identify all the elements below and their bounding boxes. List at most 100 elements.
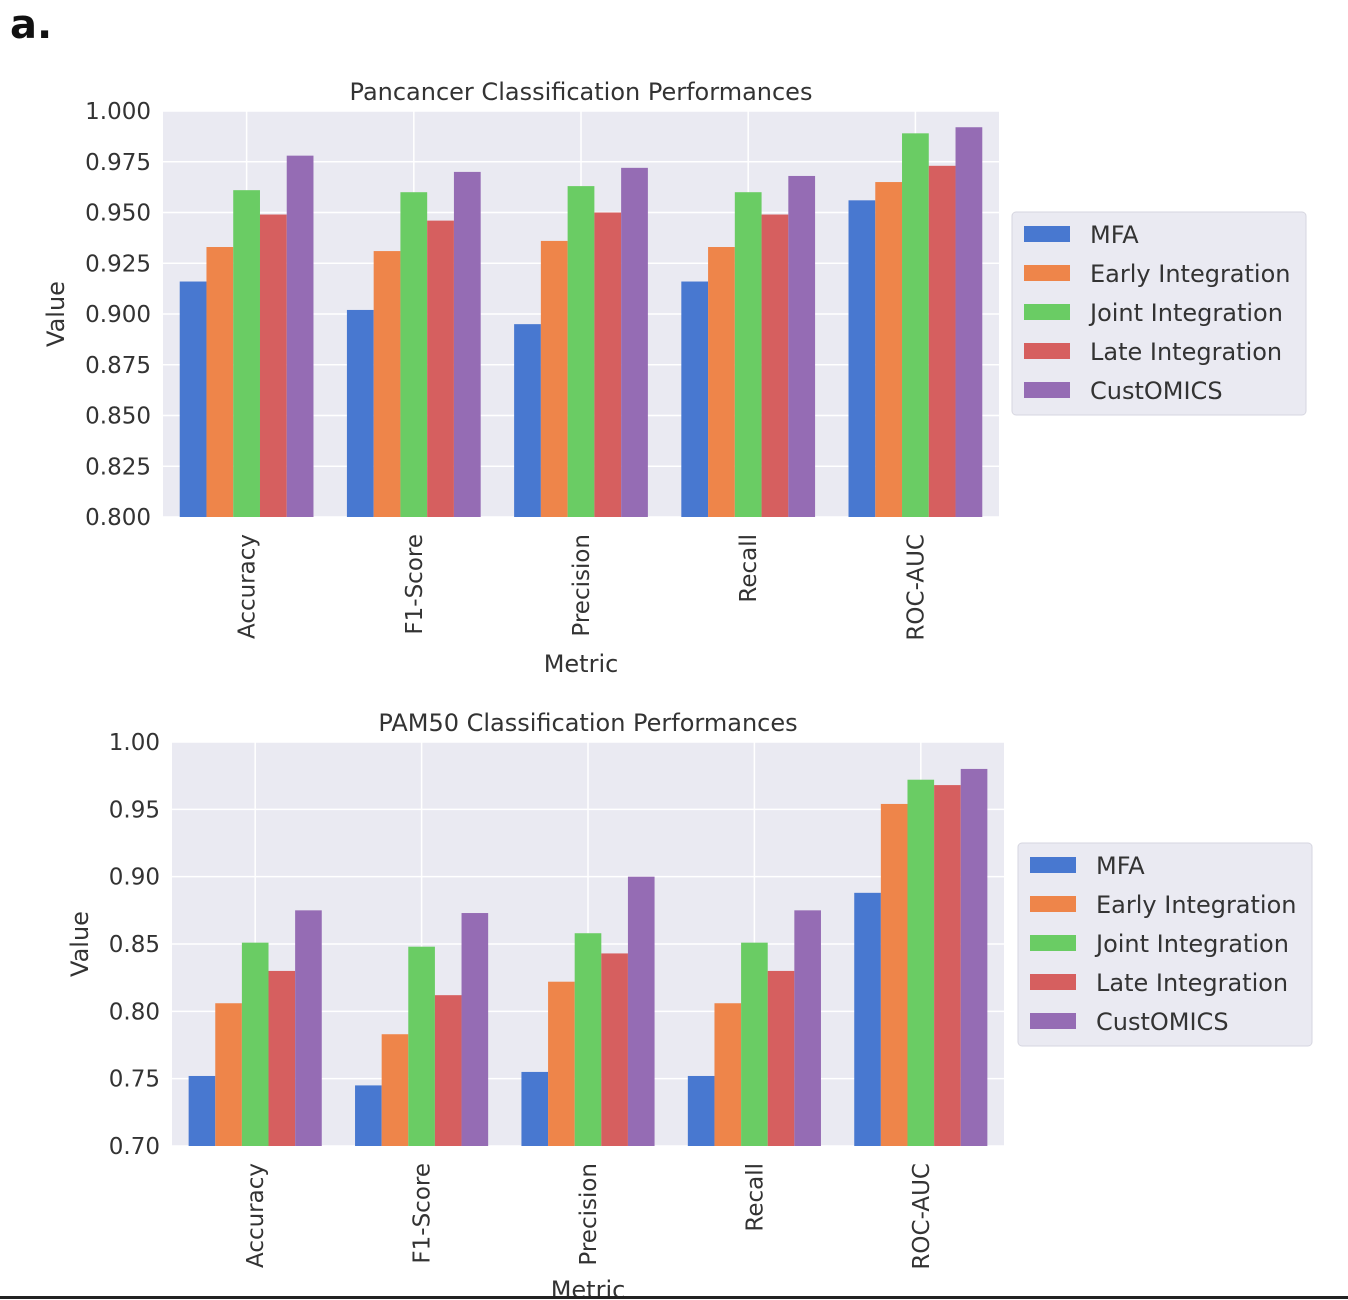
y-axis-label: Value bbox=[66, 911, 94, 977]
y-tick-label: 0.80 bbox=[109, 999, 160, 1025]
legend-label-early-integration: Early Integration bbox=[1090, 260, 1290, 288]
legend-label-late-integration: Late Integration bbox=[1090, 338, 1282, 366]
bar-customics-f1-score bbox=[453, 171, 481, 517]
legend-label-customics: CustOMICS bbox=[1090, 377, 1223, 405]
x-tick-label: F1-Score bbox=[410, 1163, 436, 1264]
legend-label-mfa: MFA bbox=[1090, 221, 1139, 249]
bar-mfa-precision bbox=[521, 1071, 549, 1146]
y-tick-label: 0.85 bbox=[109, 932, 160, 958]
bar-joint-integration-precision bbox=[574, 933, 602, 1146]
y-tick-label: 1.000 bbox=[85, 99, 151, 125]
legend-box bbox=[1011, 211, 1307, 416]
bar-joint-integration-roc-auc bbox=[907, 779, 935, 1146]
legend-label-joint-integration: Joint Integration bbox=[1094, 930, 1289, 958]
bar-customics-recall bbox=[788, 175, 816, 517]
bar-early-integration-f1-score bbox=[381, 1034, 409, 1146]
legend-swatch-mfa bbox=[1024, 226, 1070, 242]
legend: MFA Early Integration Joint Integration Lat… bbox=[1017, 842, 1313, 1047]
bar-mfa-precision bbox=[514, 324, 541, 517]
bar-mfa-recall bbox=[687, 1075, 715, 1146]
y-tick-label: 0.925 bbox=[85, 251, 151, 277]
x-tick-label: ROC-AUC bbox=[903, 534, 929, 641]
bar-customics-precision bbox=[621, 167, 648, 517]
bar-late-integration-recall bbox=[761, 214, 789, 517]
bar-joint-integration-recall bbox=[734, 192, 762, 517]
x-tick-label: Recall bbox=[742, 1163, 768, 1232]
x-tick-label: F1-Score bbox=[402, 534, 428, 635]
bar-late-integration-roc-auc bbox=[934, 785, 961, 1146]
legend-swatch-early-integration bbox=[1030, 896, 1076, 912]
bar-early-integration-precision bbox=[548, 981, 575, 1146]
y-tick-label: 0.975 bbox=[85, 150, 151, 176]
bar-joint-integration-precision bbox=[567, 186, 595, 518]
bar-joint-integration-accuracy bbox=[241, 942, 269, 1146]
x-tick-label: Accuracy bbox=[235, 534, 261, 639]
y-tick-label: 0.95 bbox=[109, 797, 160, 823]
bar-late-integration-f1-score bbox=[427, 220, 454, 517]
bar-late-integration-precision bbox=[594, 212, 622, 517]
bar-customics-precision bbox=[627, 876, 655, 1146]
chart-pancancer: 0.800 0.825 0.850 0.875 0.900 0.925 0.950 0.975… bbox=[42, 78, 1307, 678]
bar-joint-integration-f1-score bbox=[400, 192, 428, 517]
bar-late-integration-precision bbox=[601, 953, 628, 1146]
panel-label: a. bbox=[10, 2, 53, 48]
legend-swatch-customics bbox=[1024, 382, 1070, 398]
bar-mfa-recall bbox=[681, 281, 709, 517]
bar-customics-roc-auc bbox=[960, 768, 988, 1146]
y-axis-label: Value bbox=[42, 281, 70, 347]
bar-joint-integration-recall bbox=[741, 942, 768, 1146]
y-tick-label: 1.00 bbox=[109, 730, 160, 756]
chart-title: PAM50 Classification Performances bbox=[378, 709, 797, 737]
bar-customics-accuracy bbox=[295, 910, 322, 1146]
legend-swatch-late-integration bbox=[1030, 974, 1076, 990]
y-tick-label: 0.850 bbox=[85, 404, 151, 430]
bottom-rule bbox=[0, 1296, 1348, 1299]
bar-mfa-accuracy bbox=[188, 1075, 216, 1146]
bar-late-integration-roc-auc bbox=[928, 165, 956, 517]
bar-customics-roc-auc bbox=[955, 127, 983, 518]
bar-late-integration-accuracy bbox=[268, 970, 296, 1146]
bar-early-integration-accuracy bbox=[206, 247, 234, 517]
x-axis-label: Metric bbox=[544, 650, 619, 678]
bar-joint-integration-accuracy bbox=[233, 190, 260, 518]
bar-early-integration-accuracy bbox=[215, 1003, 242, 1146]
chart-pam50: 0.70 0.75 0.80 0.85 0.90 0.95 1.00 Accuracy F1-S… bbox=[66, 709, 1313, 1300]
bar-customics-recall bbox=[794, 910, 821, 1146]
legend-swatch-joint-integration bbox=[1030, 935, 1076, 951]
legend-swatch-customics bbox=[1030, 1013, 1076, 1029]
bar-early-integration-roc-auc bbox=[880, 803, 908, 1146]
chart-title: Pancancer Classification Performances bbox=[350, 78, 813, 106]
legend-label-joint-integration: Joint Integration bbox=[1088, 299, 1283, 327]
x-tick-label: Accuracy bbox=[243, 1163, 269, 1268]
legend-swatch-joint-integration bbox=[1024, 304, 1070, 320]
x-tick-label: ROC-AUC bbox=[909, 1163, 935, 1270]
bar-mfa-f1-score bbox=[355, 1085, 382, 1146]
bar-early-integration-recall bbox=[714, 1003, 742, 1146]
bar-mfa-f1-score bbox=[346, 309, 374, 517]
legend-label-customics: CustOMICS bbox=[1096, 1008, 1229, 1036]
x-tick-label: Precision bbox=[569, 534, 595, 637]
bar-customics-accuracy bbox=[286, 155, 314, 517]
legend-label-mfa: MFA bbox=[1096, 852, 1145, 880]
legend-label-early-integration: Early Integration bbox=[1096, 891, 1296, 919]
bar-late-integration-recall bbox=[767, 970, 795, 1146]
y-tick-label: 0.900 bbox=[85, 302, 151, 328]
legend-box bbox=[1017, 842, 1313, 1047]
legend-label-late-integration: Late Integration bbox=[1096, 969, 1288, 997]
bar-mfa-accuracy bbox=[179, 281, 207, 517]
y-tick-label: 0.90 bbox=[109, 865, 160, 891]
bar-early-integration-f1-score bbox=[373, 251, 401, 517]
y-tick-label: 0.825 bbox=[85, 454, 151, 480]
bar-early-integration-precision bbox=[540, 240, 568, 518]
y-tick-label: 0.800 bbox=[85, 505, 151, 531]
legend-swatch-early-integration bbox=[1024, 265, 1070, 281]
bar-mfa-roc-auc bbox=[848, 200, 876, 517]
legend-swatch-mfa bbox=[1030, 857, 1076, 873]
bar-early-integration-recall bbox=[708, 247, 735, 517]
bar-late-integration-f1-score bbox=[434, 995, 462, 1146]
bar-customics-f1-score bbox=[461, 913, 489, 1146]
bar-joint-integration-roc-auc bbox=[902, 133, 929, 517]
bar-late-integration-accuracy bbox=[259, 214, 287, 517]
legend-swatch-late-integration bbox=[1024, 343, 1070, 359]
